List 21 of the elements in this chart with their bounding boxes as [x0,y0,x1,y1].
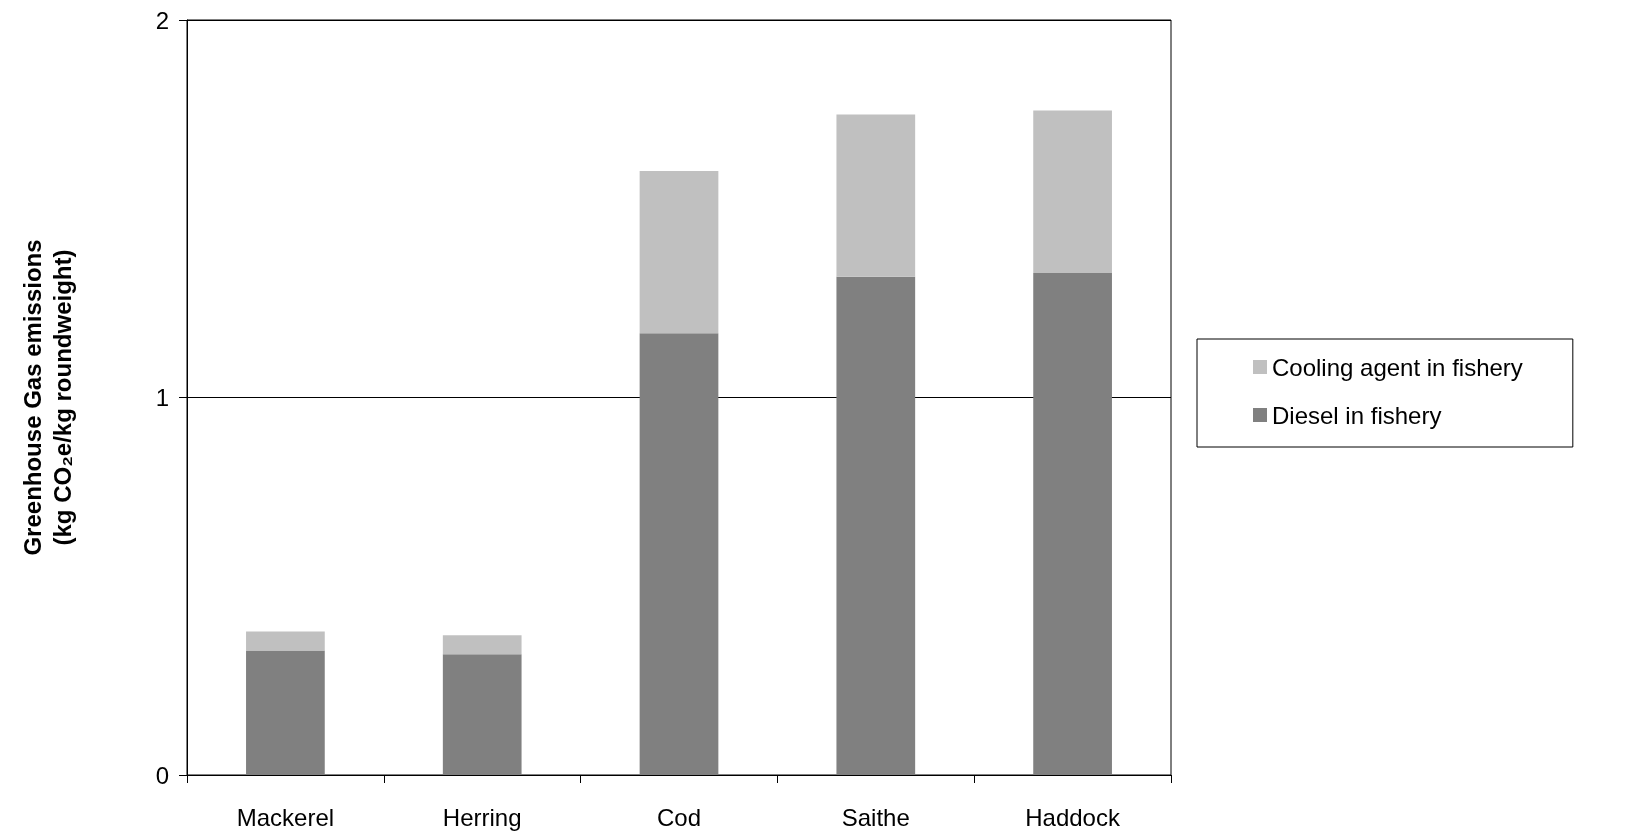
legend-label: Diesel in fishery [1272,401,1442,429]
y-axis-title: Greenhouse Gas emissions (kg CO₂e/kg roundweight) [18,239,76,556]
x-tick-label: Saithe [841,803,910,831]
bar [442,635,522,655]
bar [639,333,719,775]
bar [246,650,325,775]
bar [639,171,719,334]
bar [1033,110,1112,273]
bar [442,654,522,775]
x-tick-label: Herring [442,803,522,831]
bar [836,276,916,775]
x-tick-label: Cod [656,803,702,831]
y-tick-label: 0 [155,761,169,789]
bar [836,114,916,277]
legend-label: Cooling agent in fishery [1272,353,1523,381]
x-tick-label: Haddock [1025,803,1121,831]
y-tick-label: 2 [155,6,169,34]
x-tick-label: Mackerel [236,803,335,831]
y-tick-label: 1 [155,384,169,411]
bar [246,631,325,651]
bar [1033,272,1112,775]
